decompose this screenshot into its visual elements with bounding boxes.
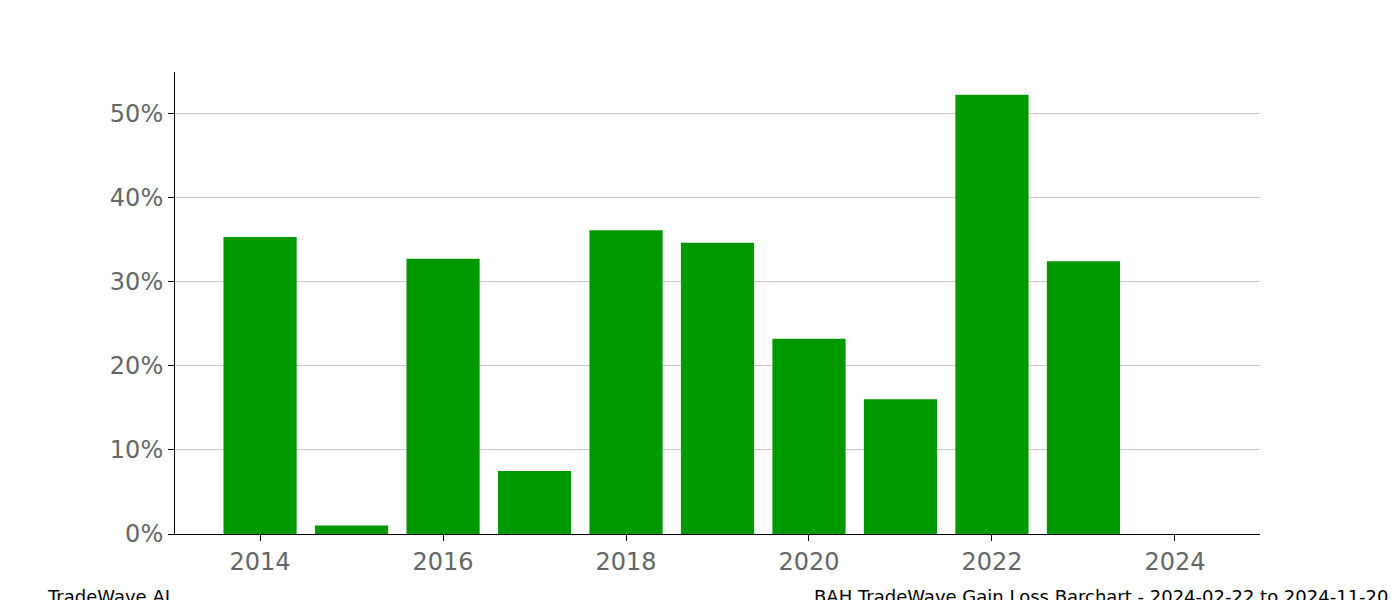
svg-text:2016: 2016 bbox=[413, 548, 474, 576]
svg-text:50%: 50% bbox=[110, 100, 163, 128]
svg-text:2018: 2018 bbox=[595, 548, 656, 576]
svg-text:0%: 0% bbox=[125, 520, 163, 548]
svg-text:BAH TradeWave Gain Loss Barcha: BAH TradeWave Gain Loss Barchart - 2024-… bbox=[814, 586, 1388, 600]
svg-text:2020: 2020 bbox=[778, 548, 839, 576]
svg-text:2014: 2014 bbox=[230, 548, 291, 576]
svg-text:40%: 40% bbox=[110, 184, 163, 212]
svg-text:20%: 20% bbox=[110, 352, 163, 380]
svg-text:2022: 2022 bbox=[961, 548, 1022, 576]
svg-text:10%: 10% bbox=[110, 436, 163, 464]
svg-text:2024: 2024 bbox=[1144, 548, 1205, 576]
svg-text:30%: 30% bbox=[110, 268, 163, 296]
svg-text:TradeWave.AI: TradeWave.AI bbox=[47, 586, 170, 600]
